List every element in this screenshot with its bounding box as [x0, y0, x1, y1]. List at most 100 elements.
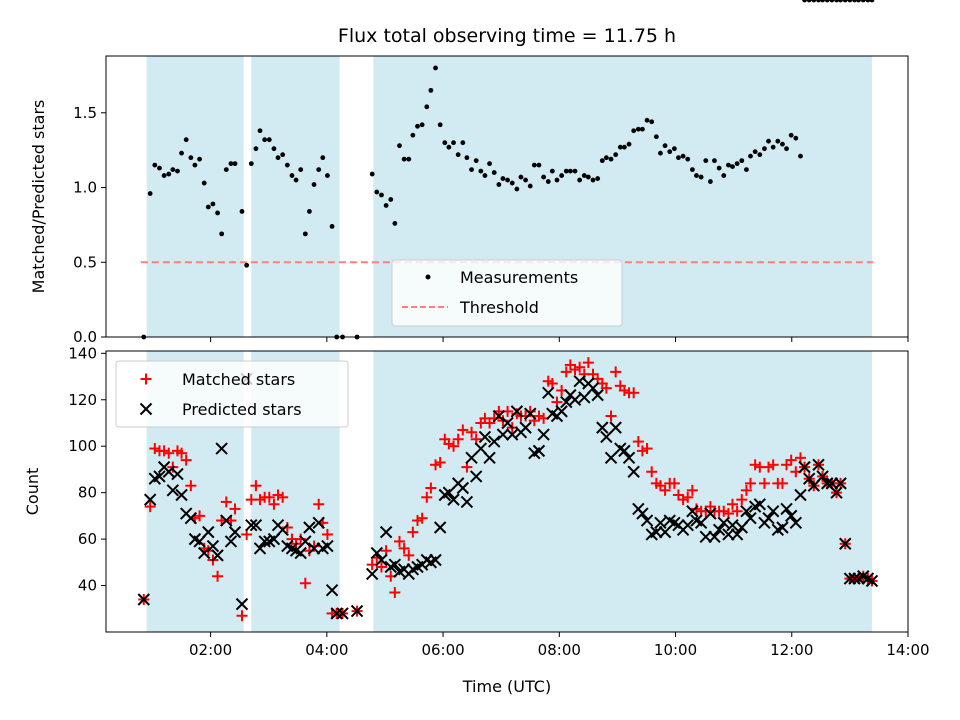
- matched-stars-point: [212, 570, 224, 582]
- predicted-stars-point: [591, 388, 604, 402]
- measurement-point: [531, 162, 537, 168]
- predicted-stars-point: [488, 435, 501, 448]
- measurement-point: [703, 158, 709, 164]
- predicted-stars-point: [303, 521, 316, 534]
- predicted-stars-point: [865, 574, 879, 588]
- predicted-stars-point: [249, 518, 263, 532]
- y-tick-label: 0.0: [73, 328, 97, 346]
- measurement-point: [613, 152, 619, 158]
- predicted-stars-point: [388, 558, 402, 571]
- predicted-stars-point: [184, 511, 198, 525]
- predicted-stars-point: [604, 451, 618, 465]
- legend-predicted-label: Predicted stars: [182, 400, 302, 419]
- measurement-point: [842, 0, 848, 3]
- matched-stars-point: [605, 410, 617, 422]
- predicted-stars-point: [299, 535, 312, 548]
- legend-plus-glyph: [140, 373, 152, 385]
- observing-window-band: [373, 351, 872, 632]
- measurement-point: [824, 0, 830, 3]
- measurement-point: [869, 0, 875, 3]
- measurement-point: [215, 210, 220, 216]
- predicted-stars-point: [519, 421, 532, 434]
- measurement-point: [428, 87, 434, 93]
- x-tick-label: 14:00: [886, 641, 929, 659]
- measurement-point: [298, 167, 304, 172]
- measurement-point: [748, 153, 753, 159]
- matched-stars-point: [785, 454, 797, 466]
- measurement-point: [829, 0, 835, 3]
- predicted-stars-point: [830, 486, 843, 499]
- measurement-point: [179, 150, 184, 156]
- measurement-point: [635, 126, 641, 132]
- predicted-stars-point: [717, 516, 730, 530]
- predicted-stars-point: [798, 460, 811, 474]
- predicted-stars-point: [848, 572, 861, 585]
- matched-stars-point: [185, 480, 197, 492]
- measurement-point: [232, 161, 238, 167]
- predicted-stars-point: [202, 525, 215, 539]
- measurement-point: [514, 186, 520, 192]
- predicted-stars-point: [839, 537, 852, 550]
- measurement-point: [201, 180, 207, 186]
- predicted-stars-point: [780, 502, 793, 516]
- y-tick-label: 120: [68, 391, 97, 409]
- measurement-point: [626, 141, 632, 147]
- counts-axes-frame: [105, 350, 909, 633]
- predicted-stars-point: [555, 405, 568, 418]
- matched-stars-point: [452, 433, 464, 445]
- measurement-point: [446, 144, 452, 150]
- measurement-point: [442, 140, 448, 146]
- predicted-stars-point: [560, 395, 573, 409]
- legend-predicted-marker: [139, 402, 153, 416]
- matched-stars-point: [776, 477, 788, 489]
- predicted-stars-point: [442, 486, 456, 499]
- measurement-point: [536, 162, 542, 168]
- measurement-point: [757, 152, 763, 158]
- predicted-stars-point: [510, 405, 524, 418]
- measurement-point: [820, 0, 825, 3]
- measurement-point: [847, 0, 853, 3]
- predicted-stars-point: [350, 604, 364, 618]
- predicted-stars-point: [542, 386, 555, 400]
- measurement-point: [865, 0, 871, 3]
- measurement-point: [424, 104, 430, 110]
- predicted-stars-point: [478, 430, 492, 444]
- predicted-stars-point: [627, 465, 640, 478]
- matched-stars-point: [646, 466, 658, 478]
- measurement-point: [491, 170, 497, 175]
- predicted-stars-point: [456, 481, 470, 495]
- measurement-point: [649, 119, 655, 125]
- measurement-point: [451, 140, 456, 146]
- measurement-point: [658, 150, 663, 156]
- measurement-point: [793, 135, 799, 141]
- legend-measurements-label: Measurements: [460, 268, 578, 287]
- matched-stars-point: [745, 477, 757, 489]
- predicted-stars-point: [812, 458, 825, 472]
- measurement-point: [770, 144, 776, 150]
- measurement-point: [392, 221, 398, 226]
- matched-stars-point: [321, 528, 333, 540]
- legend-matched-label: Matched stars: [182, 370, 295, 389]
- measurement-point: [210, 201, 216, 207]
- measurement-point: [410, 132, 416, 138]
- measurement-point: [248, 161, 254, 167]
- predicted-stars-point: [137, 593, 150, 606]
- legend-x-glyph: [139, 402, 153, 416]
- predicted-stars-point: [215, 442, 228, 455]
- ratio-y-axis-label: Matched/Predicted stars: [29, 100, 48, 294]
- predicted-stars-point: [492, 409, 506, 423]
- predicted-stars-point: [573, 374, 586, 388]
- measurement-point: [157, 165, 162, 171]
- predicted-stars-point: [506, 428, 519, 441]
- measurement-point: [311, 182, 317, 187]
- matched-stars-point: [682, 491, 694, 503]
- counts-y-ticks: 40 60 80 100 120 140: [68, 344, 106, 595]
- predicted-stars-point: [708, 530, 721, 543]
- measurement-point: [680, 153, 686, 159]
- y-tick-label: 40: [78, 577, 97, 595]
- predicted-stars-point: [321, 539, 334, 553]
- predicted-stars-point: [166, 484, 180, 497]
- observing-window-band: [251, 56, 340, 337]
- measurement-point: [838, 0, 843, 3]
- measurement-point: [721, 173, 727, 178]
